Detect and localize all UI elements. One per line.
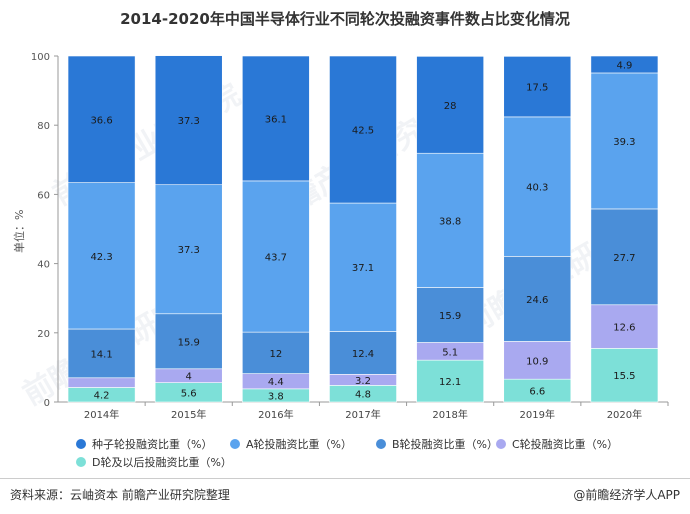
bar-segment xyxy=(590,304,659,349)
bar-segment xyxy=(416,359,484,403)
data-label: 4 xyxy=(186,372,192,383)
bar-segment xyxy=(590,208,659,306)
bar-segment xyxy=(154,55,223,186)
bar-segment xyxy=(329,331,397,375)
legend-item-b: B轮投融资比重（%） xyxy=(376,436,498,452)
bar-segment xyxy=(329,202,397,332)
bar-segment xyxy=(154,184,223,315)
data-label: 6.6 xyxy=(529,387,545,398)
data-label: 24.6 xyxy=(526,295,548,306)
legend-label: A轮投融资比重（%） xyxy=(246,438,352,451)
y-tick-label: 20 xyxy=(37,329,50,340)
x-tick-label: 2019年 xyxy=(520,408,555,421)
legend-swatch xyxy=(376,439,386,449)
data-label: 12.1 xyxy=(439,377,461,388)
bar-segment xyxy=(590,72,659,210)
legend-swatch xyxy=(76,457,86,467)
data-label: 4.8 xyxy=(355,390,371,401)
data-label: 3.2 xyxy=(355,376,371,387)
bar-segment xyxy=(242,331,310,374)
bar-segment xyxy=(416,56,484,154)
data-label: 38.8 xyxy=(439,216,461,227)
x-tick-label: 2017年 xyxy=(345,408,380,421)
legend-swatch xyxy=(76,439,86,449)
bar-segment xyxy=(67,377,136,388)
y-tick-label: 0 xyxy=(44,398,50,409)
data-label: 12 xyxy=(269,349,282,360)
bar-segment xyxy=(242,55,310,182)
data-label: 3.8 xyxy=(268,391,284,402)
bar-segment xyxy=(503,341,572,380)
data-label: 5.6 xyxy=(181,388,197,399)
bar-segment xyxy=(590,55,659,74)
legend-swatch xyxy=(230,439,240,449)
legend-label: 种子轮投融资比重（%） xyxy=(92,438,213,451)
bar-segment xyxy=(154,313,223,370)
data-label: 40.3 xyxy=(526,183,548,194)
data-label: 27.7 xyxy=(613,253,635,264)
x-tick-label: 2018年 xyxy=(432,408,467,421)
footer-divider xyxy=(0,478,690,479)
legend-item-a: A轮投融资比重（%） xyxy=(230,436,352,452)
data-label: 15.9 xyxy=(178,337,200,348)
y-axis-label: 单位：% xyxy=(13,209,26,253)
data-label: 4.2 xyxy=(94,391,110,402)
data-label: 42.3 xyxy=(90,252,112,263)
legend-label: C轮投融资比重（%） xyxy=(512,438,619,451)
data-label: 43.7 xyxy=(265,253,287,264)
bar-segment xyxy=(503,256,572,342)
x-tick-label: 2015年 xyxy=(171,408,206,421)
x-tick-label: 2020年 xyxy=(607,408,642,421)
legend-item-c: C轮投融资比重（%） xyxy=(496,436,618,452)
data-label: 36.1 xyxy=(265,114,287,125)
bar-segment xyxy=(329,55,397,204)
data-label: 39.3 xyxy=(613,137,635,148)
data-label: 37.1 xyxy=(352,263,374,274)
y-tick-label: 80 xyxy=(37,121,50,132)
y-tick-label: 100 xyxy=(31,52,50,63)
legend-swatch xyxy=(496,439,506,449)
data-label: 42.5 xyxy=(352,126,374,137)
bar-segment xyxy=(416,287,484,343)
data-label: 28 xyxy=(444,101,457,112)
data-label: 37.3 xyxy=(178,245,200,256)
legend-item-d: D轮及以后投融资比重（%） xyxy=(76,454,232,470)
x-tick-label: 2016年 xyxy=(258,408,293,421)
data-label: 4.4 xyxy=(268,377,284,388)
data-label: 4.9 xyxy=(616,60,632,71)
data-label: 36.6 xyxy=(90,115,112,126)
bar-segment xyxy=(590,348,659,403)
bar-segment xyxy=(67,55,136,183)
data-label: 15.5 xyxy=(613,371,635,382)
chart-title: 2014-2020年中国半导体行业不同轮次投融资事件数占比变化情况 xyxy=(120,10,570,28)
stacked-bar-chart: 0 20 40 60 80 100 4.2 14.1 42.3 36.6 2014年 5.6 4 15.9… xyxy=(31,52,669,421)
data-label: 12.6 xyxy=(613,323,635,334)
source-note: 资料来源：云岫资本 前瞻产业研究院整理 xyxy=(10,488,230,502)
brand-label: @前瞻经济学人APP xyxy=(573,488,680,502)
data-label: 37.3 xyxy=(178,116,200,127)
data-label: 14.1 xyxy=(90,349,112,360)
y-tick-label: 60 xyxy=(37,190,50,201)
bar-segment xyxy=(503,56,572,118)
legend-label: B轮投融资比重（%） xyxy=(392,438,498,451)
data-label: 5.1 xyxy=(442,347,458,358)
bar-segment xyxy=(242,180,310,333)
data-label: 15.9 xyxy=(439,311,461,322)
bar-segment xyxy=(416,152,484,288)
data-label: 17.5 xyxy=(526,83,548,94)
x-tick-label: 2014年 xyxy=(84,408,119,421)
data-label: 10.9 xyxy=(526,356,548,367)
data-label: 12.4 xyxy=(352,349,374,360)
legend-item-seed: 种子轮投融资比重（%） xyxy=(76,436,212,452)
y-tick-label: 40 xyxy=(37,260,50,271)
legend-label: D轮及以后投融资比重（%） xyxy=(92,456,232,469)
